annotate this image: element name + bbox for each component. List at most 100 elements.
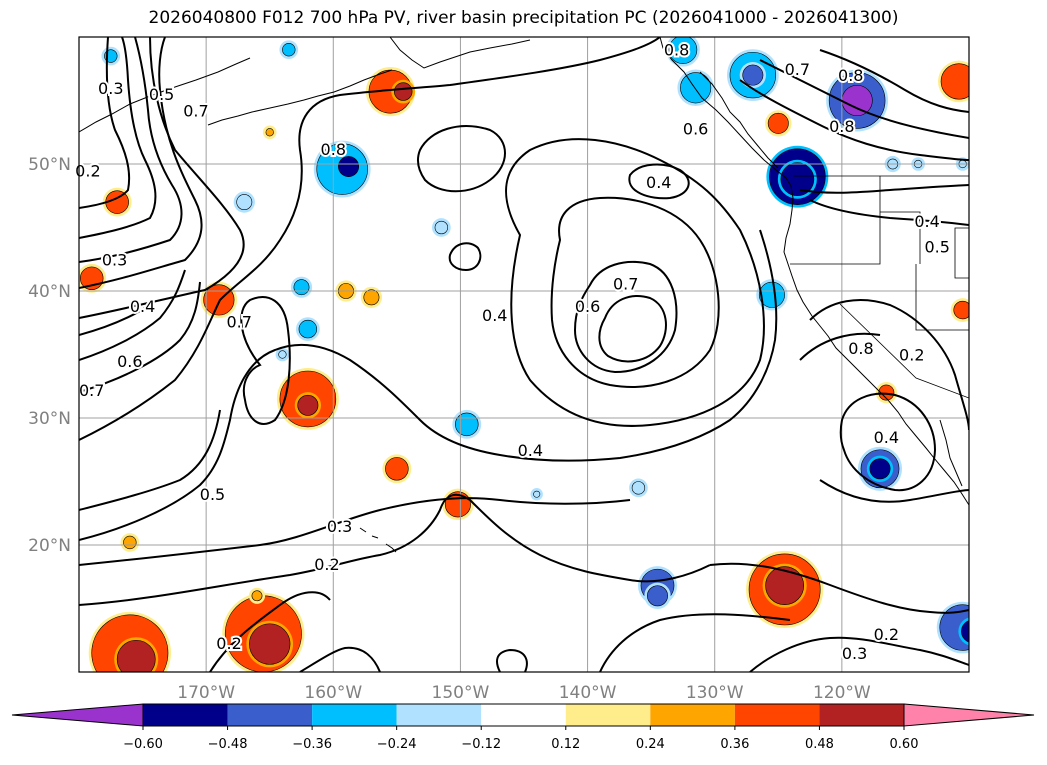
precip-blob: [265, 128, 274, 137]
precip-blob: [878, 384, 895, 401]
pv-contour: [79, 37, 183, 263]
pv-contour: [79, 409, 221, 511]
longitude-tick-label: 170°W: [177, 683, 235, 703]
latitude-tick-label: 40°N: [28, 282, 71, 302]
colorbar-tick-label: −0.36: [292, 737, 332, 752]
pv-contour: [799, 332, 881, 361]
pv-contour: [416, 125, 506, 193]
figure-title: 2026040800 F012 700 hPa PV, river basin …: [148, 8, 899, 28]
precip-blob: [297, 394, 319, 416]
contour-label: 0.4: [646, 173, 671, 192]
pv-contour: [709, 562, 969, 614]
contour-label: 0.3: [327, 517, 352, 536]
colorbar-segment: [227, 704, 313, 726]
political-borders: [790, 175, 969, 399]
pv-contour: [209, 591, 331, 672]
pv-contour: [299, 646, 381, 672]
pv-contour: [599, 613, 791, 672]
contour-label: 0.5: [200, 485, 225, 504]
contour-label: 0.7: [613, 274, 638, 293]
contour-label: 0.7: [79, 381, 104, 400]
longitude-tick-label: 150°W: [432, 683, 490, 703]
colorbar-tick-label: −0.48: [208, 737, 248, 752]
pv-contour: [79, 37, 245, 319]
precip-blob: [767, 112, 789, 134]
contour-label: 0.6: [575, 297, 600, 316]
contour-label: 0.8: [848, 339, 873, 358]
colorbar-segment: [312, 704, 397, 726]
pv-contour: [819, 479, 969, 503]
pv-contours: [79, 37, 969, 672]
precip-blob: [251, 590, 263, 602]
contour-label: 0.3: [842, 644, 867, 663]
latitude-tick-label: 20°N: [28, 536, 71, 556]
colorbar-segment: [143, 704, 228, 726]
precip-blob: [742, 64, 764, 86]
contour-label: 0.6: [683, 119, 708, 138]
contour-label: 0.2: [216, 634, 241, 653]
pv-contour: [573, 260, 678, 374]
pv-contour: [739, 79, 969, 161]
contour-label: 0.3: [98, 79, 123, 98]
longitude-tick-label: 130°W: [686, 683, 744, 703]
contour-label: 0.6: [117, 352, 142, 371]
precip-blob: [203, 284, 235, 316]
contour-label: 0.2: [899, 346, 924, 365]
contour-label: 0.5: [924, 238, 949, 257]
precip-blob: [338, 156, 360, 177]
precip-blob: [961, 620, 969, 643]
contour-label: 0.4: [914, 212, 939, 231]
precip-blob: [363, 289, 380, 306]
precip-blob: [668, 37, 698, 64]
precip-blob: [841, 84, 873, 117]
pv-contour: [809, 199, 969, 226]
pv-contour: [505, 138, 765, 427]
contour-label: 0.7: [183, 102, 208, 121]
colorbar-segment: [481, 704, 566, 726]
contour-label: 0.8: [664, 41, 689, 60]
contour-label: 0.2: [314, 555, 339, 574]
precip-blob: [631, 481, 646, 495]
pv-contour: [79, 497, 631, 566]
pv-contour: [809, 299, 969, 431]
pv-contour: [79, 493, 711, 606]
contour-label: 0.4: [518, 441, 543, 460]
precip-blob: [394, 82, 413, 101]
pv-contour: [759, 59, 969, 139]
pv-contour: [240, 296, 291, 425]
precip-blob: [298, 319, 318, 339]
precip-blob: [869, 458, 891, 480]
precip-blob: [758, 281, 785, 308]
pv-contour: [79, 37, 661, 441]
colorbar-tick-label: −0.60: [123, 737, 163, 752]
colorbar-low-extend: [11, 703, 144, 727]
contour-label: 0.2: [75, 161, 100, 180]
contour-label: 0.2: [874, 625, 899, 644]
precip-blob: [293, 279, 310, 296]
contour-label: 0.7: [785, 60, 810, 79]
colorbar-high-extend: [903, 703, 1035, 727]
longitude-tick-label: 120°W: [813, 683, 871, 703]
precip-blob: [953, 300, 969, 320]
pv-contour: [496, 648, 528, 672]
north-america-coastline: [659, 37, 969, 506]
pv-contour: [749, 636, 969, 672]
precip-blob: [249, 623, 291, 665]
baja-gulf-coastline: [939, 419, 963, 487]
contour-label: 0.8: [829, 117, 854, 136]
colorbar-segment: [565, 704, 651, 726]
plot-area: [79, 37, 969, 672]
precipitation-shading: [79, 37, 969, 672]
pv-contour: [79, 37, 131, 209]
pv-contour: [79, 37, 157, 239]
contour-label: 0.4: [874, 428, 899, 447]
colorbar-tick-label: 0.24: [636, 737, 665, 752]
aleutian-islands: [207, 69, 393, 126]
colorbar-tick-label: 0.60: [890, 737, 919, 752]
contour-label: 0.7: [226, 312, 251, 331]
pv-contour: [79, 269, 186, 361]
contour-label: 0.5: [149, 85, 174, 104]
pv-contour: [79, 304, 151, 336]
plot-frame: [78, 36, 970, 673]
